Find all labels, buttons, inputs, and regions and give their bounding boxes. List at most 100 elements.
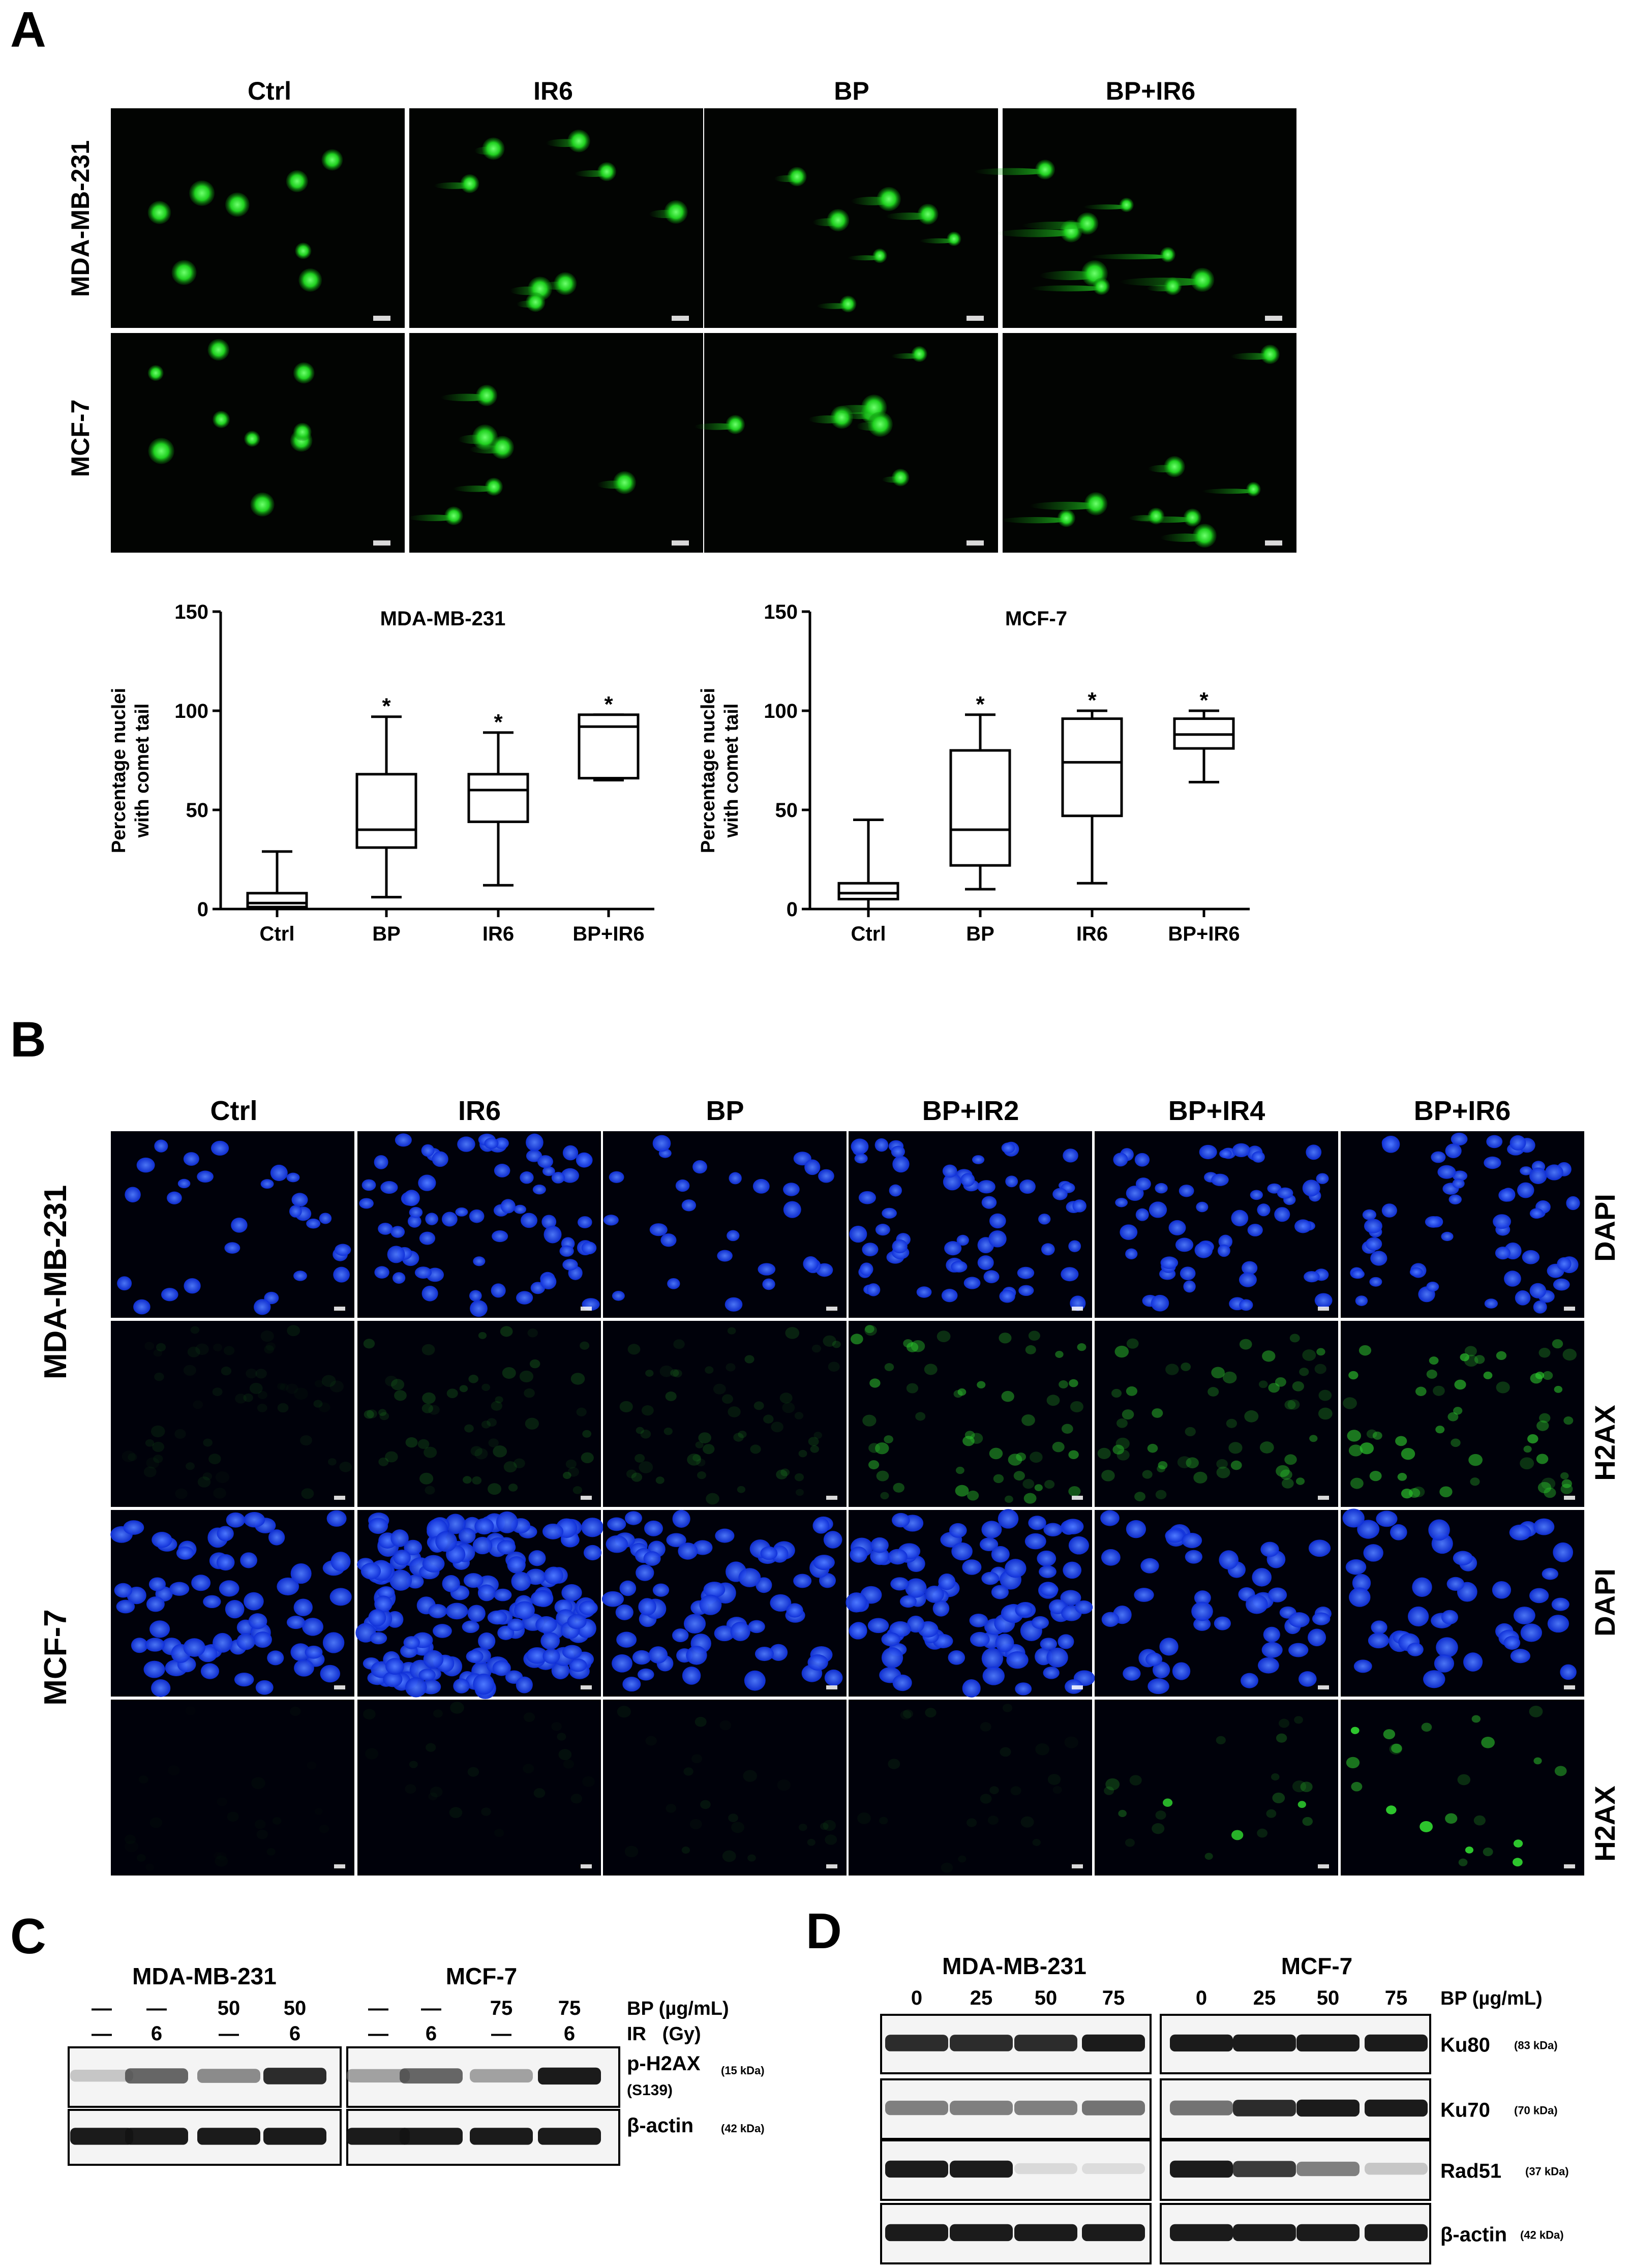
nucleus [1304,1271,1320,1283]
comet-nucleus [298,268,322,292]
comet-nucleus [597,162,617,182]
blot-band [950,2160,1013,2178]
foci [1271,1773,1280,1781]
nucleus [854,1153,868,1164]
foci [1460,1353,1469,1362]
blot-band [1014,2035,1077,2051]
nucleus [916,1286,932,1298]
nucleus [561,1584,582,1601]
foci [235,1394,247,1404]
nucleus [1194,1242,1213,1258]
panel-b-col-bp-ir2: BP+IR2 [922,1096,1019,1126]
panel-a-col-bp: BP [834,77,869,105]
nucleus [1509,1524,1531,1540]
comet-nucleus [148,438,174,464]
foci [1068,1450,1079,1459]
nucleus [224,1242,240,1254]
nucleus [1520,1623,1543,1642]
nucleus [374,1266,389,1279]
nucleus [1353,1659,1372,1673]
panel-d-western-blots: Ku80 (83 kDa) Ku70 (70 kDa) Rad51 (37 kDa) β-a… [880,2014,1569,2264]
blot-label-p-h2ax: p-H2AX [627,2052,701,2075]
nucleus [660,1233,677,1247]
x-tick-label: Ctrl [851,923,886,945]
foci [1193,1471,1208,1484]
nucleus [213,1632,233,1653]
foci [1454,1379,1466,1390]
foci [782,1402,795,1413]
foci [695,1716,707,1727]
bp-dose-cell: — [368,1997,388,2019]
foci [1152,1408,1163,1418]
foci [1299,1368,1309,1376]
foci [524,1388,535,1398]
foci [1433,1385,1445,1396]
nucleus [169,1582,190,1596]
nucleus [874,1138,889,1152]
nucleus [236,1633,256,1650]
comet-image-mcf-7-bp-ir6 [1001,333,1296,553]
nucleus [1217,1244,1230,1257]
comet-nucleus [293,422,312,441]
nucleus [681,1199,697,1212]
scale-bar [1265,316,1282,321]
panel-a-col-bp-ir6: BP+IR6 [1106,77,1195,105]
panel-b-letter: B [10,1011,46,1067]
comet-nucleus [472,425,498,450]
foci [1412,1486,1425,1497]
nucleus [682,1666,701,1685]
scale-bar [1564,1864,1575,1868]
foci [1118,1809,1127,1818]
nucleus [1072,1199,1086,1213]
foci [215,1856,228,1867]
nucleus [581,1242,597,1255]
nucleus [123,1520,144,1535]
foci [1562,1348,1577,1361]
nucleus [383,1671,403,1687]
nucleus [699,1594,722,1615]
nucleus [860,1262,873,1276]
foci [1309,1435,1318,1442]
nucleus [1040,1638,1058,1650]
nucleus [1006,1651,1029,1669]
foci [777,1779,791,1791]
nucleus [1039,1565,1057,1578]
nucleus [1145,1652,1163,1666]
nucleus [1219,1550,1239,1570]
nucleus [290,1643,311,1661]
foci [727,1327,736,1335]
panel-d-dose-row: 0 25 50 75 0 25 50 75 [911,1987,1407,2009]
nucleus [1239,1272,1257,1287]
nucleus [492,1230,508,1243]
foci [143,1466,157,1477]
foci [617,1706,631,1718]
scale-bar [826,1496,837,1500]
foci [363,1709,376,1720]
nucleus [1545,1164,1563,1181]
nucleus [1134,1588,1154,1602]
nucleus [177,1178,191,1189]
foci [980,1722,991,1732]
nucleus [577,1216,592,1228]
nucleus [472,1536,493,1555]
nucleus [1484,1298,1498,1309]
foci [266,1342,276,1350]
foci [424,1446,437,1458]
nucleus [445,1602,468,1620]
nucleus [268,1529,285,1546]
foci [970,1433,983,1444]
nucleus [403,1190,420,1206]
foci [1560,1472,1569,1479]
nucleus [601,1591,624,1607]
y-axis-label: Percentage nuclei [108,688,130,853]
comet-nucleus [225,192,250,217]
nucleus [453,1678,470,1694]
nucleus [1412,1577,1432,1597]
foci [705,1366,714,1374]
nucleus [1407,1643,1424,1656]
foci [1105,1778,1120,1791]
foci [631,1472,643,1482]
nucleus [1553,1542,1574,1562]
foci [1028,1330,1040,1341]
nucleus [562,1259,578,1271]
